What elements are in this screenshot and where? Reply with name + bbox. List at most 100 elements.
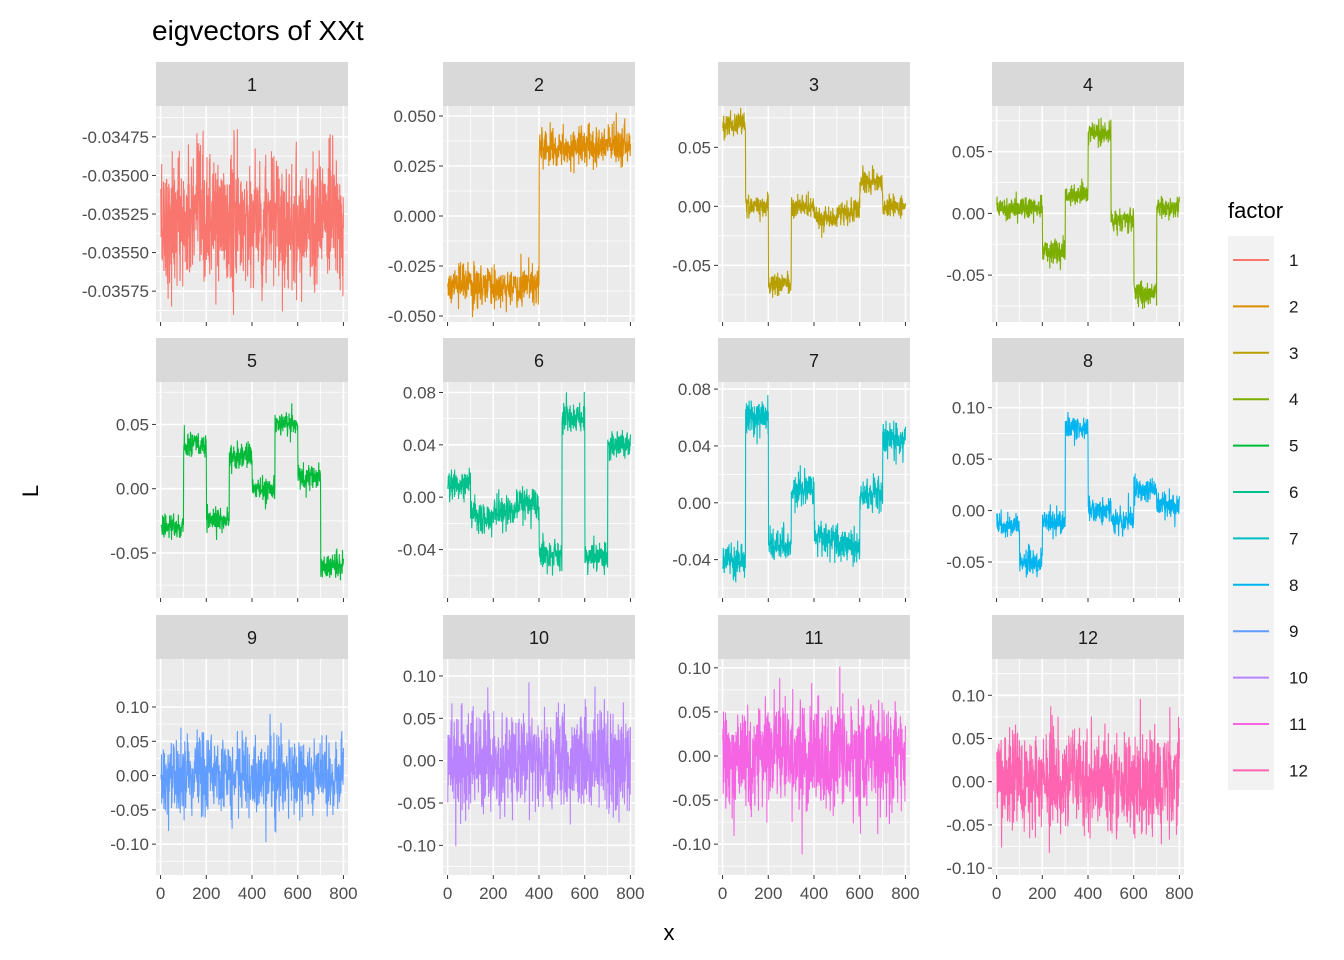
legend-label: 1 <box>1289 251 1298 270</box>
y-tick-label: 0.05 <box>952 450 985 469</box>
legend-label: 8 <box>1289 576 1298 595</box>
y-axis-title: L <box>18 485 43 497</box>
x-axis-title: x <box>664 920 675 945</box>
facet-strip <box>443 338 635 382</box>
y-tick-label: 0.00 <box>952 204 985 223</box>
y-tick-label: -0.05 <box>946 816 985 835</box>
legend-title: factor <box>1228 198 1283 223</box>
y-tick-label: -0.10 <box>946 859 985 878</box>
y-tick-label: -0.05 <box>672 791 711 810</box>
y-tick-label: 0.10 <box>403 667 436 686</box>
y-tick-label: -0.03475 <box>82 128 149 147</box>
y-tick-label: -0.05 <box>672 256 711 275</box>
facet-strip <box>443 615 635 659</box>
facet-strip-label: 8 <box>1083 351 1093 371</box>
facet-panel-7: 7 -0.04 0.00 0.04 0.08 <box>672 338 910 602</box>
x-tick-label: 800 <box>1165 884 1193 903</box>
legend-item-5: 5 <box>1233 437 1298 456</box>
x-tick-label: 600 <box>571 884 599 903</box>
series-line-10 <box>447 682 631 847</box>
legend-label: 9 <box>1289 622 1298 641</box>
x-tick-label: 800 <box>329 884 357 903</box>
series-line-3 <box>722 107 906 298</box>
legend-label: 7 <box>1289 529 1298 548</box>
y-tick-label: 0.10 <box>952 686 985 705</box>
y-tick-label: -0.04 <box>397 541 436 560</box>
series-line-11 <box>722 666 906 855</box>
legend-label: 2 <box>1289 297 1298 316</box>
legend-label: 11 <box>1289 715 1307 734</box>
y-tick-label: 0.05 <box>678 703 711 722</box>
legend-key-background <box>1228 236 1274 790</box>
x-tick-label: 600 <box>1120 884 1148 903</box>
facet-strip-label: 4 <box>1083 75 1093 95</box>
facet-strip-label: 6 <box>534 351 544 371</box>
facet-strip <box>156 615 348 659</box>
legend-item-2: 2 <box>1233 297 1298 316</box>
y-tick-label: 0.00 <box>403 752 436 771</box>
facet-strip-label: 1 <box>247 75 257 95</box>
facet-panel-8: 8 -0.05 0.00 0.05 0.10 <box>946 338 1184 602</box>
y-tick-label: 0.00 <box>952 502 985 521</box>
y-tick-label: -0.03550 <box>82 244 149 263</box>
y-tick-label: 0.00 <box>678 494 711 513</box>
facet-strip <box>718 615 910 659</box>
facet-strip-label: 2 <box>534 75 544 95</box>
series-line-9 <box>160 713 344 842</box>
facet-panel-10: 10 0 200 400 600 800 -0.10 -0.05 0.00 0.05 0.10 <box>397 615 645 903</box>
legend-item-9: 9 <box>1233 622 1298 641</box>
series-line-6 <box>447 391 631 576</box>
y-tick-label: 0.05 <box>952 143 985 162</box>
facet-strip-label: 10 <box>529 628 549 648</box>
x-tick-label: 200 <box>479 884 507 903</box>
x-tick-label: 400 <box>525 884 553 903</box>
legend-item-4: 4 <box>1233 390 1298 409</box>
y-tick-label: 0.10 <box>952 399 985 418</box>
y-tick-label: 0.05 <box>678 138 711 157</box>
legend-label: 10 <box>1289 669 1308 688</box>
facet-strip <box>156 62 348 106</box>
x-tick-label: 200 <box>1028 884 1056 903</box>
y-tick-label: 0.00 <box>678 747 711 766</box>
legend-item-1: 1 <box>1233 251 1298 270</box>
series-line-7 <box>722 394 906 583</box>
y-tick-label: -0.03525 <box>82 205 149 224</box>
y-tick-label: -0.10 <box>110 835 149 854</box>
facet-strip <box>992 338 1184 382</box>
x-tick-label: 800 <box>891 884 919 903</box>
legend-item-3: 3 <box>1233 344 1298 363</box>
y-tick-label: -0.10 <box>397 836 436 855</box>
facet-panel-2: 2 -0.050 -0.025 0.000 0.025 0.050 <box>388 62 635 326</box>
facet-panels: 1 -0.03575 -0.03550 -0.03525 -0.03500 -0.0347… <box>82 62 1194 903</box>
facet-panel-5: 5 -0.05 0.00 0.05 <box>110 338 348 602</box>
facet-strip <box>992 62 1184 106</box>
y-tick-label: 0.08 <box>403 383 436 402</box>
y-tick-label: 0.00 <box>403 488 436 507</box>
facet-strip-label: 7 <box>809 351 819 371</box>
y-tick-label: -0.05 <box>110 801 149 820</box>
facet-strip <box>156 338 348 382</box>
series-line-8 <box>996 412 1180 578</box>
x-tick-label: 400 <box>800 884 828 903</box>
legend-label: 3 <box>1289 344 1298 363</box>
legend-label: 6 <box>1289 483 1298 502</box>
x-tick-label: 200 <box>754 884 782 903</box>
y-tick-label: 0.05 <box>952 729 985 748</box>
facet-panel-6: 6 -0.04 0.00 0.04 0.08 <box>397 338 635 602</box>
facet-panel-4: 4 -0.05 0.00 0.05 <box>946 62 1184 326</box>
y-tick-label: 0.00 <box>116 480 149 499</box>
facet-strip <box>443 62 635 106</box>
x-tick-label: 600 <box>284 884 312 903</box>
y-tick-label: -0.05 <box>397 794 436 813</box>
series-line-12 <box>996 699 1180 853</box>
facet-panel-11: 11 0 200 400 600 800 -0.10 -0.05 0.00 0.05 0.10 <box>672 615 920 903</box>
facet-strip-label: 3 <box>809 75 819 95</box>
legend-item-10: 10 <box>1233 669 1308 688</box>
series-line-1 <box>160 129 344 316</box>
x-tick-label: 0 <box>156 884 165 903</box>
facet-strip-label: 11 <box>805 628 824 648</box>
facet-strip-label: 9 <box>247 628 257 648</box>
legend-item-8: 8 <box>1233 576 1298 595</box>
